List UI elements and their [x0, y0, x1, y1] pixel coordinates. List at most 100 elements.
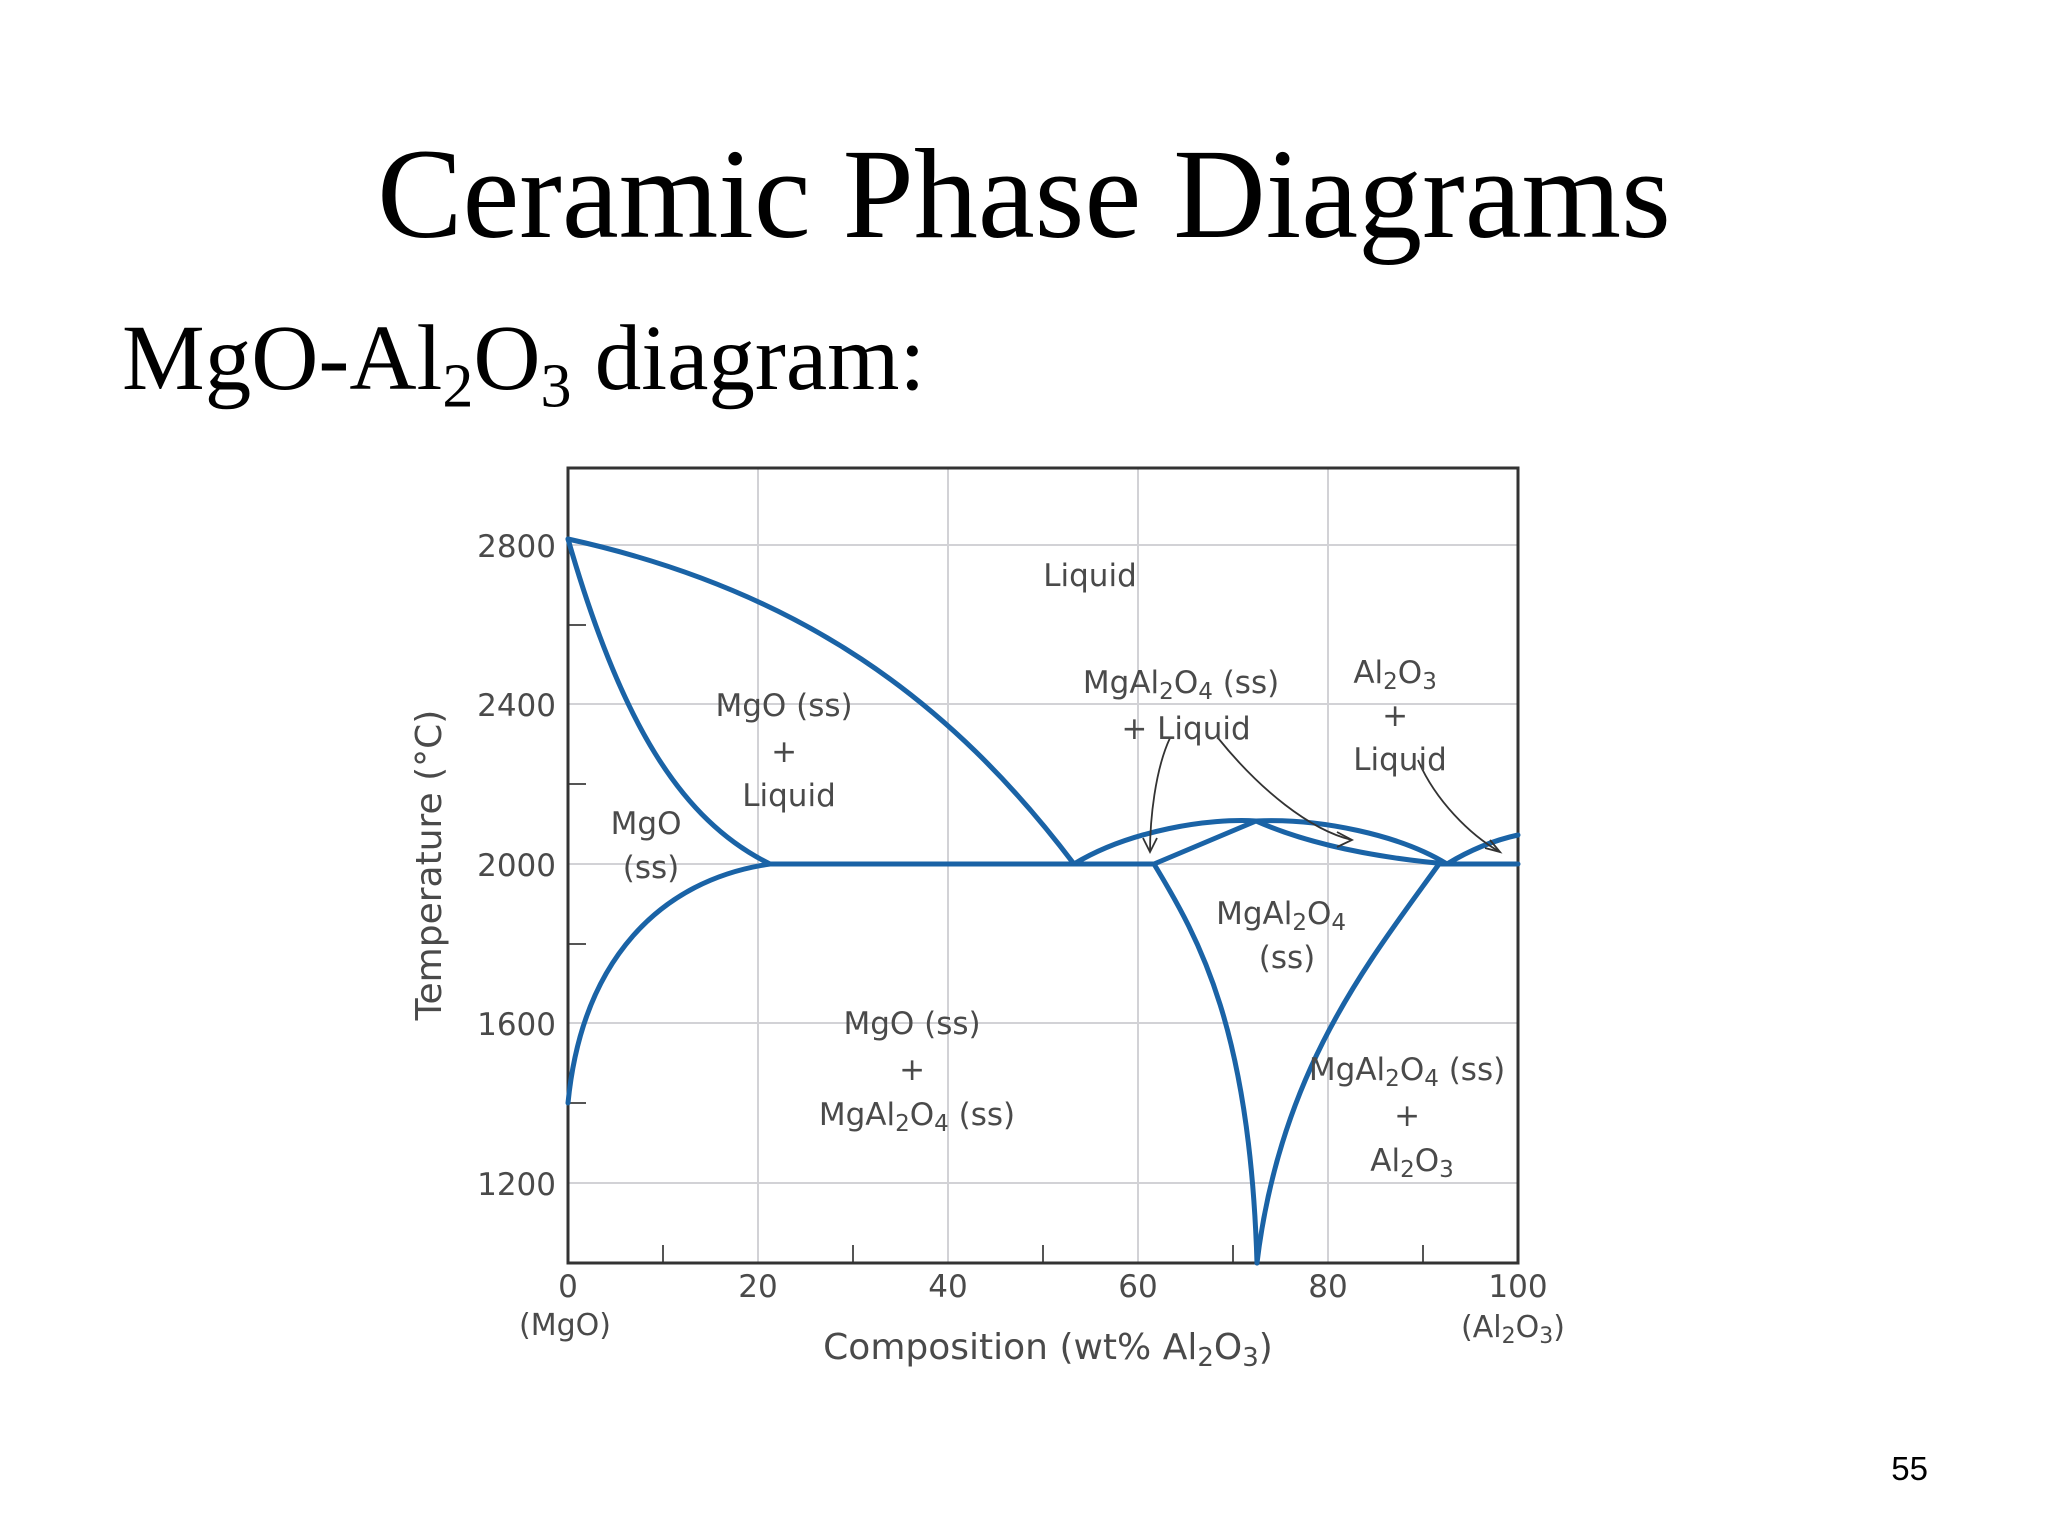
region-label-al2o3-liquid: Al2O3 + Liquid [1353, 655, 1447, 778]
label-subscript: 2 [1385, 1066, 1400, 1092]
subtitle-text: diagram: [571, 307, 926, 410]
annotation-arrow [1217, 737, 1353, 841]
annotation-arrowhead [1484, 839, 1503, 854]
label-part: ) [1553, 1310, 1565, 1345]
label-line: Liquid [1353, 742, 1447, 778]
x-tick-label: 0 [558, 1269, 578, 1305]
label-line: (ss) [623, 850, 680, 886]
x-end-label-al2o3: (Al2O3) [1461, 1310, 1565, 1349]
axis-title-subscript: 3 [1242, 1343, 1259, 1373]
label-line: + Liquid [1121, 711, 1250, 747]
label-line: MgO [611, 806, 682, 842]
subtitle-text: MgO-Al [122, 307, 443, 410]
label-line: MgAl2O4 [1216, 896, 1346, 936]
region-label-spinel-liquid: MgAl2O4 (ss) + Liquid [1083, 665, 1289, 747]
x-tick-label: 60 [1118, 1269, 1157, 1305]
region-label-spinel-ss: MgAl2O4 (ss) [1216, 896, 1356, 976]
region-label-liquid: Liquid [1043, 558, 1137, 594]
label-subscript: 2 [895, 1111, 910, 1137]
region-label-mgo-ss: MgO (ss) [611, 806, 692, 886]
y-tick-label: 2800 [477, 529, 556, 565]
label-part: O [1516, 1310, 1540, 1345]
solvus-mgo-ss [565, 861, 773, 1106]
subtitle-subscript: 3 [540, 352, 572, 421]
label-line: MgAl2O4 (ss) [819, 1097, 1015, 1137]
axis-title-part: Composition (wt% Al [823, 1327, 1197, 1368]
label-part: Al [1370, 1143, 1400, 1179]
region-label-spinel-al2o3: MgAl2O4 (ss) + Al2O3 [1309, 1052, 1515, 1183]
solidus-spinel-left [1151, 818, 1259, 867]
label-line: MgAl2O4 (ss) [1309, 1052, 1505, 1092]
label-line: MgO (ss) [715, 688, 852, 724]
label-line: + [1382, 698, 1408, 734]
label-subscript: 2 [1383, 669, 1398, 695]
label-subscript: 4 [1424, 1066, 1439, 1092]
label-line: Al2O3 [1353, 655, 1437, 695]
label-part: O [1400, 1052, 1424, 1088]
label-part: (ss) [949, 1097, 1015, 1133]
label-line: + [899, 1052, 925, 1088]
label-part: (ss) [1213, 665, 1279, 701]
label-line: Liquid [742, 778, 836, 814]
label-subscript: 2 [1159, 679, 1174, 705]
label-line: MgAl2O4 (ss) [1083, 665, 1279, 705]
label-line: + [1394, 1098, 1420, 1134]
label-subscript: 3 [1439, 1157, 1454, 1183]
solvus-spinel-left [1151, 861, 1260, 1266]
label-subscript: 4 [934, 1111, 949, 1137]
label-part: MgAl [1216, 896, 1292, 932]
annotation-arrowhead [1142, 837, 1158, 855]
label-subscript: 3 [1539, 1324, 1553, 1349]
label-part: O [1307, 896, 1331, 932]
x-axis-title: Composition (wt% Al2O3) [823, 1327, 1273, 1373]
solidus-mgo-ss [565, 536, 773, 867]
y-tick-label: 1200 [477, 1167, 556, 1203]
label-subscript: 4 [1331, 910, 1346, 936]
label-part: MgAl [1083, 665, 1159, 701]
label-line: Al2O3 [1370, 1143, 1454, 1183]
x-tick-label: 80 [1308, 1269, 1347, 1305]
page-number: 55 [1891, 1450, 1928, 1487]
annotation-arrow [1417, 759, 1501, 853]
label-line: + [771, 734, 797, 770]
subtitle-subscript: 2 [442, 352, 474, 421]
label-subscript: 2 [1400, 1157, 1415, 1183]
label-part: Al [1353, 655, 1383, 691]
label-line: (ss) [1259, 940, 1316, 976]
region-label-mgo-liquid: MgO (ss) + Liquid [715, 688, 862, 814]
label-subscript: 3 [1422, 669, 1437, 695]
y-axis-title: Temperature (°C) [409, 710, 450, 1022]
solidus-spinel-right [1253, 818, 1450, 867]
label-part: O [1174, 665, 1198, 701]
label-part: O [1398, 655, 1422, 691]
subtitle-text: O [473, 307, 541, 410]
x-tick-label: 40 [928, 1269, 967, 1305]
y-tick-label: 2400 [477, 688, 556, 724]
label-part: MgAl [819, 1097, 895, 1133]
liquidus-al2o3-side [1444, 832, 1521, 867]
annotation-arrow [1149, 737, 1171, 853]
label-part: MgAl [1309, 1052, 1385, 1088]
label-subscript: 2 [1292, 910, 1307, 936]
region-label-mgo-spinel: MgO (ss) + MgAl2O4 (ss) [819, 1006, 1015, 1137]
x-end-label-mgo: (MgO) [519, 1308, 611, 1343]
label-part: (ss) [1439, 1052, 1505, 1088]
slide-subtitle: MgO-Al2O3 diagram: [122, 312, 925, 417]
slide-title: Ceramic Phase Diagrams [377, 123, 1671, 265]
axis-title-subscript: 2 [1197, 1343, 1214, 1373]
label-line: MgO (ss) [843, 1006, 980, 1042]
annotation-arrowhead [1336, 831, 1355, 848]
label-part: O [1415, 1143, 1439, 1179]
solvus-spinel-right [1254, 861, 1442, 1266]
x-tick-label: 100 [1488, 1269, 1547, 1305]
liquidus-mgo-side [565, 536, 1077, 867]
axis-title-part: O [1214, 1327, 1242, 1368]
y-tick-label: 2000 [477, 848, 556, 884]
label-subscript: 2 [1502, 1324, 1516, 1349]
label-part: (Al [1461, 1310, 1502, 1345]
axis-title-part: ) [1259, 1327, 1273, 1368]
label-part: O [910, 1097, 934, 1133]
y-tick-label: 1600 [477, 1007, 556, 1043]
label-subscript: 4 [1198, 679, 1213, 705]
